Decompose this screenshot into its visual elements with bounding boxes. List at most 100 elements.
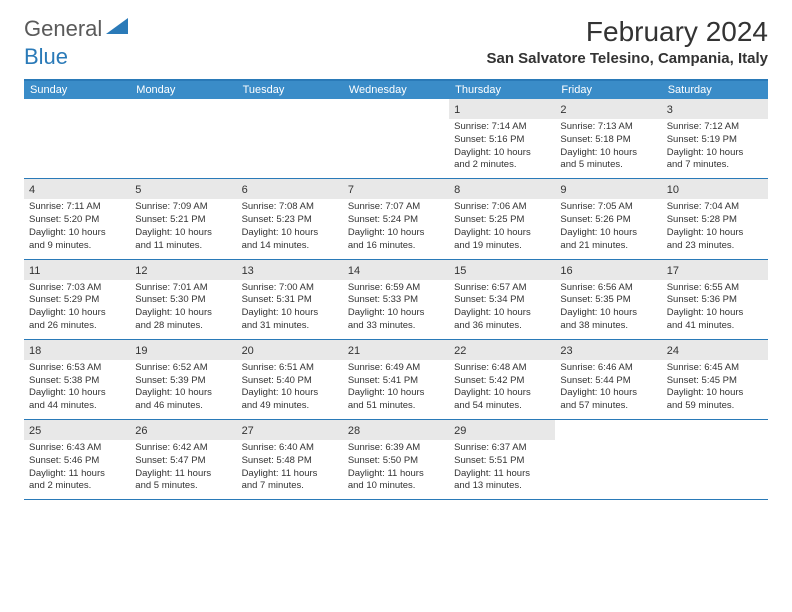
day-cell: 16Sunrise: 6:56 AMSunset: 5:35 PMDayligh… xyxy=(555,260,661,339)
day-info-line: and 44 minutes. xyxy=(29,400,125,413)
day-info-line: Daylight: 10 hours xyxy=(242,387,338,400)
day-cell: 19 Sunrise: 6:52 AMSunset: 5:39 PMDayligh… xyxy=(130,340,236,419)
day-info-line: and 49 minutes. xyxy=(242,400,338,413)
day-cell: 9Sunrise: 7:05 AMSunset: 5:26 PMDaylight… xyxy=(555,179,661,258)
day-info-line: Sunset: 5:30 PM xyxy=(135,294,231,307)
day-number-row: 4 xyxy=(24,179,130,199)
day-info-line: and 13 minutes. xyxy=(454,480,550,493)
day-number: 18 xyxy=(29,345,41,357)
day-cell: 13Sunrise: 7:00 AMSunset: 5:31 PMDayligh… xyxy=(237,260,343,339)
day-number: 12 xyxy=(135,265,147,277)
day-info-line: Sunset: 5:28 PM xyxy=(667,214,763,227)
day-cell: 28Sunrise: 6:39 AMSunset: 5:50 PMDayligh… xyxy=(343,420,449,499)
title-block: February 2024 San Salvatore Telesino, Ca… xyxy=(487,16,769,67)
day-number-row: 15 xyxy=(449,260,555,280)
weekday-header: Thursday xyxy=(449,81,555,99)
day-info-line: Sunrise: 6:49 AM xyxy=(348,362,444,375)
day-info-line: and 5 minutes. xyxy=(560,159,656,172)
logo-triangle-icon xyxy=(106,18,132,41)
day-info-line: and 7 minutes. xyxy=(667,159,763,172)
day-info-line: Daylight: 10 hours xyxy=(454,227,550,240)
day-info-line: Sunset: 5:44 PM xyxy=(560,375,656,388)
day-info-line: Sunrise: 7:06 AM xyxy=(454,201,550,214)
day-number-row: 8 xyxy=(449,179,555,199)
week-row: 11Sunrise: 7:03 AMSunset: 5:29 PMDayligh… xyxy=(24,260,768,340)
day-number: 3 xyxy=(667,104,673,116)
day-info-line: Sunrise: 6:57 AM xyxy=(454,282,550,295)
day-number: 23 xyxy=(560,345,572,357)
day-info-line: Daylight: 10 hours xyxy=(560,387,656,400)
day-cell: 6Sunrise: 7:08 AMSunset: 5:23 PMDaylight… xyxy=(237,179,343,258)
day-cell: 14Sunrise: 6:59 AMSunset: 5:33 PMDayligh… xyxy=(343,260,449,339)
day-info-line: and 38 minutes. xyxy=(560,320,656,333)
day-number: 5 xyxy=(135,184,141,196)
weekday-header-row: SundayMondayTuesdayWednesdayThursdayFrid… xyxy=(24,81,768,99)
day-cell: 25Sunrise: 6:43 AMSunset: 5:46 PMDayligh… xyxy=(24,420,130,499)
day-info-line: Daylight: 10 hours xyxy=(560,227,656,240)
day-number-row: 1 xyxy=(449,99,555,119)
day-info-line: Daylight: 10 hours xyxy=(454,147,550,160)
day-info-line: Daylight: 10 hours xyxy=(454,387,550,400)
day-cell: 15Sunrise: 6:57 AMSunset: 5:34 PMDayligh… xyxy=(449,260,555,339)
day-number-row: 21 xyxy=(343,340,449,360)
day-cell: 1Sunrise: 7:14 AMSunset: 5:16 PMDaylight… xyxy=(449,99,555,178)
day-info-line: Daylight: 10 hours xyxy=(29,387,125,400)
day-number-row: 18 xyxy=(24,340,130,360)
day-info-line: Sunrise: 6:59 AM xyxy=(348,282,444,295)
day-info-line: Sunset: 5:47 PM xyxy=(135,455,231,468)
day-info-line: and 2 minutes. xyxy=(454,159,550,172)
day-info-line: Sunrise: 7:00 AM xyxy=(242,282,338,295)
day-info-line: Sunrise: 6:40 AM xyxy=(242,442,338,455)
day-cell: 4Sunrise: 7:11 AMSunset: 5:20 PMDaylight… xyxy=(24,179,130,258)
day-info-line: and 10 minutes. xyxy=(348,480,444,493)
day-info-line: Daylight: 10 hours xyxy=(667,387,763,400)
day-info-line: Sunrise: 7:14 AM xyxy=(454,121,550,134)
day-number: 28 xyxy=(348,425,360,437)
day-cell: 20Sunrise: 6:51 AMSunset: 5:40 PMDayligh… xyxy=(237,340,343,419)
day-info-line: Daylight: 10 hours xyxy=(135,387,231,400)
day-info-line: Sunrise: 7:09 AM xyxy=(135,201,231,214)
day-info-line: Daylight: 11 hours xyxy=(348,468,444,481)
weekday-header: Friday xyxy=(555,81,661,99)
day-number-row: 16 xyxy=(555,260,661,280)
day-info-line: and 31 minutes. xyxy=(242,320,338,333)
day-cell: 8Sunrise: 7:06 AMSunset: 5:25 PMDaylight… xyxy=(449,179,555,258)
day-number: 26 xyxy=(135,425,147,437)
day-cell: 11Sunrise: 7:03 AMSunset: 5:29 PMDayligh… xyxy=(24,260,130,339)
empty-day-cell xyxy=(130,99,236,178)
day-number: 13 xyxy=(242,265,254,277)
day-info-line: Sunrise: 7:01 AM xyxy=(135,282,231,295)
day-info-line: Sunrise: 6:52 AM xyxy=(135,362,231,375)
empty-day-cell xyxy=(343,99,449,178)
day-info-line: Sunset: 5:26 PM xyxy=(560,214,656,227)
day-info-line: Daylight: 10 hours xyxy=(348,307,444,320)
day-cell: 2Sunrise: 7:13 AMSunset: 5:18 PMDaylight… xyxy=(555,99,661,178)
day-info-line: Sunrise: 7:03 AM xyxy=(29,282,125,295)
day-info-line: Daylight: 10 hours xyxy=(667,227,763,240)
day-info-line: and 57 minutes. xyxy=(560,400,656,413)
calendar: SundayMondayTuesdayWednesdayThursdayFrid… xyxy=(24,79,768,500)
day-info-line: Sunset: 5:21 PM xyxy=(135,214,231,227)
day-number: 21 xyxy=(348,345,360,357)
weekday-header: Monday xyxy=(130,81,236,99)
day-number: 2 xyxy=(560,104,566,116)
day-number-row: 19 xyxy=(130,340,236,360)
day-info-line: Sunset: 5:41 PM xyxy=(348,375,444,388)
day-info-line: Sunset: 5:39 PM xyxy=(135,375,231,388)
day-info-line: Sunrise: 7:04 AM xyxy=(667,201,763,214)
day-info-line: Daylight: 10 hours xyxy=(348,387,444,400)
day-info-line: Sunset: 5:38 PM xyxy=(29,375,125,388)
day-info-line: Sunset: 5:29 PM xyxy=(29,294,125,307)
day-number: 6 xyxy=(242,184,248,196)
day-cell: 27Sunrise: 6:40 AMSunset: 5:48 PMDayligh… xyxy=(237,420,343,499)
day-info-line: and 5 minutes. xyxy=(135,480,231,493)
day-info-line: and 9 minutes. xyxy=(29,240,125,253)
day-info-line: Daylight: 10 hours xyxy=(560,307,656,320)
day-info-line: Sunrise: 7:11 AM xyxy=(29,201,125,214)
day-cell: 24Sunrise: 6:45 AMSunset: 5:45 PMDayligh… xyxy=(662,340,768,419)
day-info-line: Sunrise: 7:08 AM xyxy=(242,201,338,214)
day-number: 1 xyxy=(454,104,460,116)
day-info-line: and 41 minutes. xyxy=(667,320,763,333)
day-info-line: Daylight: 10 hours xyxy=(29,307,125,320)
day-info-line: Daylight: 11 hours xyxy=(242,468,338,481)
